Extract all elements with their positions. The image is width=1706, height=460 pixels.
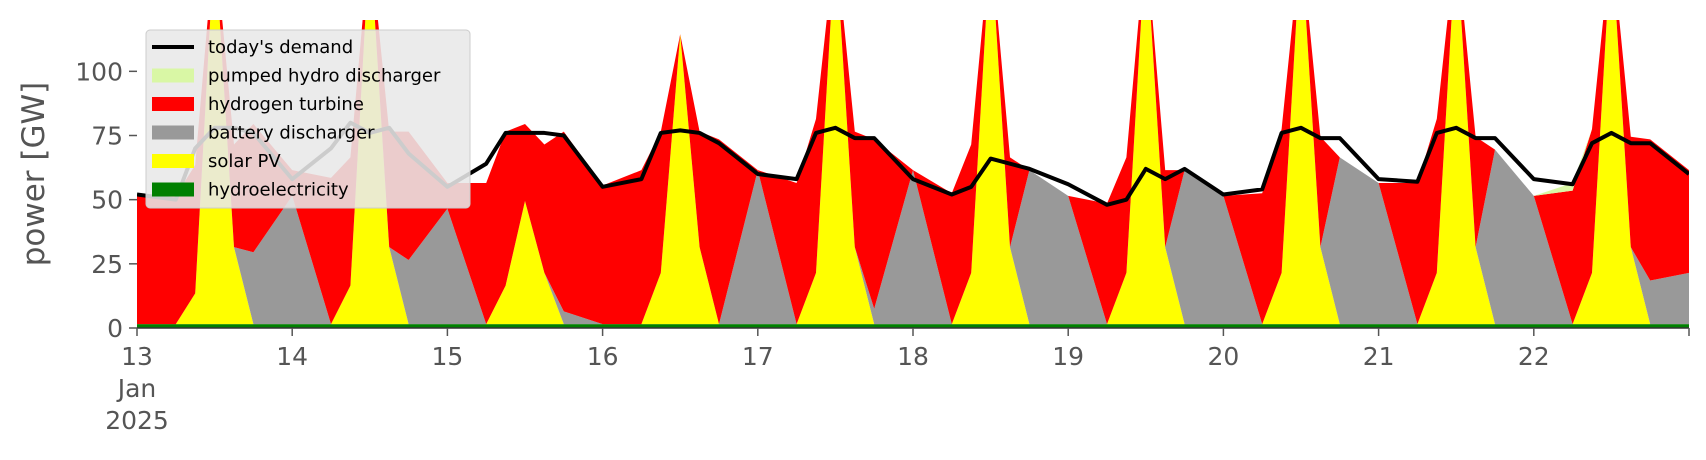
x-tick-label: 17 — [742, 342, 774, 371]
x-tick-label: 20 — [1207, 342, 1239, 371]
legend-label: pumped hydro discharger — [208, 66, 441, 87]
legend: today's demand pumped hydro discharger hyd… — [145, 29, 471, 209]
x-tick-label: 13 Jan 2025 — [105, 342, 169, 435]
stacked-area-layer — [137, 20, 1689, 328]
legend-label: today's demand — [208, 37, 353, 58]
y-tick-label: 50 — [91, 186, 123, 215]
legend-swatch — [152, 68, 194, 83]
legend-label: solar PV — [208, 151, 281, 172]
area-battery-discharger — [137, 20, 1689, 325]
x-tick-label: 22 — [1518, 342, 1550, 371]
x-tick-label: 16 — [587, 342, 619, 371]
area-hydroelectricity — [137, 324, 1689, 328]
legend-swatch — [152, 97, 194, 111]
area-solar-pv — [137, 20, 1689, 325]
y-tick-label: 75 — [91, 122, 123, 151]
legend-label: hydrogen turbine — [208, 94, 364, 115]
y-tick-label: 100 — [75, 57, 123, 86]
y-tick-label: 0 — [107, 314, 123, 343]
legend-box — [145, 29, 471, 209]
legend-swatch — [152, 182, 194, 197]
y-axis-title: power [GW] — [16, 82, 52, 267]
legend-swatch — [152, 154, 194, 168]
x-tick-label: 21 — [1363, 342, 1395, 371]
x-tick-label: 18 — [897, 342, 929, 371]
axes: 0 25 50 75 100 13 Jan 2025 14 15 16 17 18 19 20 21 22 — [75, 57, 1690, 435]
legend-label: battery discharger — [208, 123, 375, 144]
x-tick-label: 14 — [276, 342, 308, 371]
legend-label: hydroelectricity — [208, 180, 349, 201]
legend-swatch — [152, 125, 194, 140]
x-tick-label: 15 — [431, 342, 463, 371]
y-tick-label: 25 — [91, 250, 123, 279]
x-tick-label: 19 — [1052, 342, 1084, 371]
